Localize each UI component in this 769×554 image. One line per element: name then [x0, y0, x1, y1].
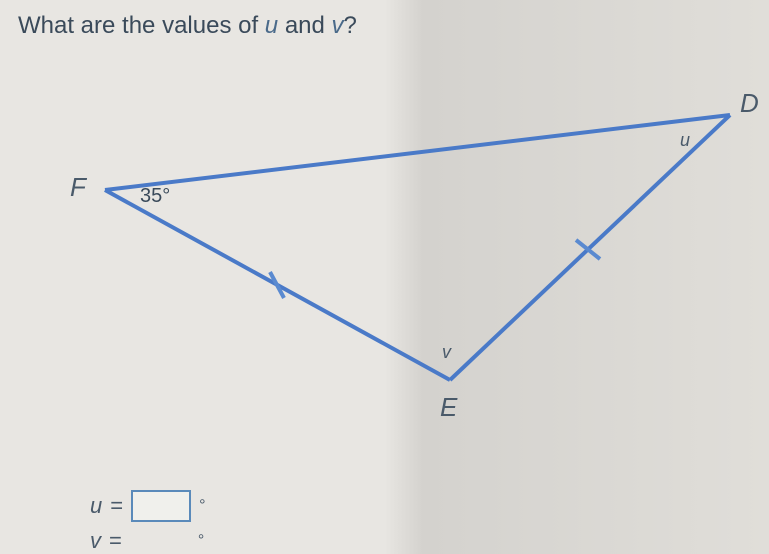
- triangle-svg: [0, 60, 769, 440]
- answer-v-row: v = °: [90, 528, 204, 554]
- question-var2: v: [332, 12, 344, 39]
- answer-v-var: v: [90, 528, 101, 554]
- question-text: What are the values of u and v?: [18, 12, 357, 40]
- answer-u-row: u = °: [90, 490, 206, 522]
- triangle-diagram: F D E 35° u v: [0, 60, 769, 440]
- answer-u-var: u: [90, 493, 102, 519]
- angle-u-label: u: [680, 130, 690, 151]
- angle-v-label: v: [442, 342, 451, 363]
- vertex-E-label: E: [440, 392, 457, 423]
- answer-u-equals: =: [110, 493, 123, 519]
- answer-u-input[interactable]: [131, 490, 191, 522]
- question-mid: and: [278, 12, 331, 39]
- answer-u-degree: °: [199, 497, 205, 515]
- answer-v-equals: =: [109, 528, 122, 554]
- vertex-D-label: D: [740, 88, 759, 119]
- question-var1: u: [265, 12, 278, 39]
- angle-F-value: 35°: [140, 185, 170, 208]
- answer-v-degree: °: [198, 532, 204, 550]
- question-suffix: ?: [344, 12, 357, 39]
- tick-FE: [270, 272, 284, 298]
- question-prefix: What are the values of: [18, 12, 265, 39]
- side-FD: [105, 115, 730, 190]
- vertex-F-label: F: [70, 172, 86, 203]
- side-DE: [450, 115, 730, 380]
